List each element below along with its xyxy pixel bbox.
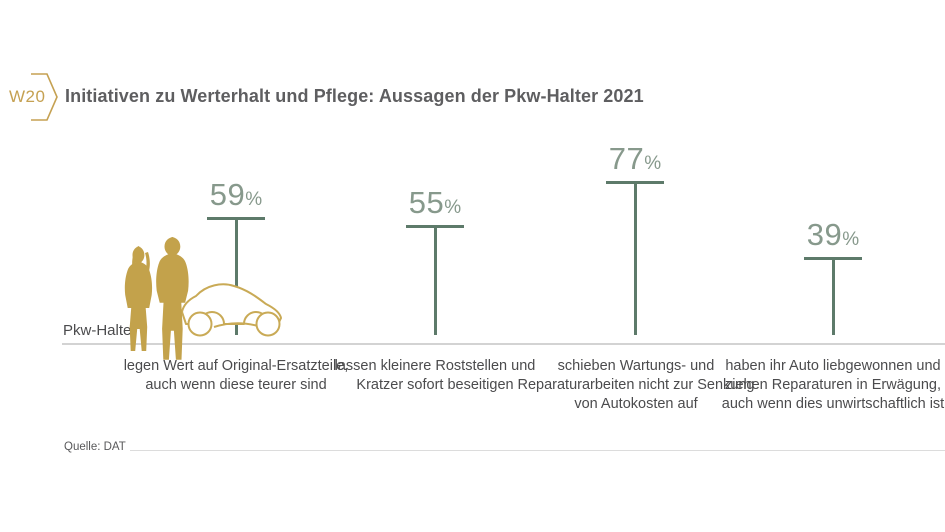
bar-caption-1: legen Wert auf Original-Ersatzteile, auc… xyxy=(123,358,349,393)
bar-caption-3: schieben Wartungs- und Reparaturarbeiten… xyxy=(517,358,755,412)
bar-pin-cap xyxy=(207,217,265,220)
bar-column-1: 59% xyxy=(126,0,346,335)
bar-value-label: 59% xyxy=(210,179,262,210)
couple-and-car-illustration xyxy=(124,237,282,360)
page-title: Initiativen zu Werterhalt und Pflege: Au… xyxy=(65,86,644,106)
bar-pin xyxy=(406,225,464,335)
bar-value-unit: % xyxy=(842,229,860,250)
bar-value-number: 55 xyxy=(408,185,445,220)
bar-pin-stem xyxy=(234,220,238,335)
bar-value-number: 39 xyxy=(806,217,843,252)
bar-pin xyxy=(804,257,862,335)
baseline-axis xyxy=(62,343,945,345)
w20-badge-chevron-icon xyxy=(31,73,58,121)
figure-badge: W20 xyxy=(6,70,62,124)
figure-badge-label: W20 xyxy=(9,87,46,106)
bar-caption-4: haben ihr Auto liebgewonnen und ziehen R… xyxy=(721,358,945,412)
bar-value-unit: % xyxy=(644,153,662,174)
bar-column-2: 55% xyxy=(325,0,545,335)
bar-column-4: 39% xyxy=(723,0,943,335)
bar-pin-stem xyxy=(831,260,835,335)
bar-pin-stem xyxy=(633,184,637,335)
bar-pin xyxy=(207,217,265,335)
bar-caption-2: lassen kleinere Roststellen und Kratzer … xyxy=(334,358,536,393)
bar-pin-cap xyxy=(804,257,862,260)
bar-value-number: 59 xyxy=(209,177,246,212)
bar-pin-stem xyxy=(433,228,437,335)
bar-value-unit: % xyxy=(245,189,263,210)
axis-label: Pkw-Halter xyxy=(63,322,137,339)
bar-column-3: 77% xyxy=(525,0,745,335)
bar-pin-cap xyxy=(406,225,464,228)
bar-value-label: 77% xyxy=(609,143,661,174)
bar-pin xyxy=(606,181,664,335)
bar-pin-cap xyxy=(606,181,664,184)
bar-value-label: 39% xyxy=(807,219,859,250)
couple-silhouette-icon xyxy=(124,237,189,360)
source-note: Quelle: DAT xyxy=(64,441,126,453)
bar-value-number: 77 xyxy=(608,141,645,176)
bar-value-unit: % xyxy=(444,197,462,218)
car-outline-icon xyxy=(181,283,282,337)
bar-value-label: 55% xyxy=(409,187,461,218)
footer-divider xyxy=(130,450,945,451)
